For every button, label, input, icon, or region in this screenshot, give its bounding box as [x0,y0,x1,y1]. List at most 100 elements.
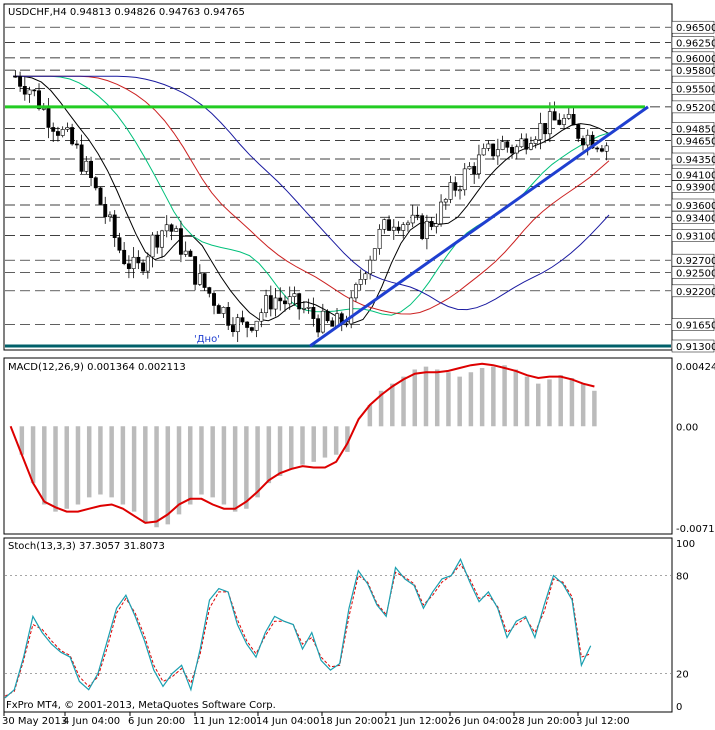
candle-body [311,306,316,319]
time-label: 28 Jun 20:00 [512,716,576,727]
price-level-label: 0.93900 [676,183,715,194]
price-level-label: 0.91650 [676,321,715,332]
candle-body [595,147,600,150]
time-label: 11 Jun 12:00 [193,716,257,727]
candle-body [571,114,576,126]
candle-body [122,249,127,265]
macd-tick-label: 0.00 [676,422,698,433]
candle-body [13,75,18,78]
candle-body [55,131,60,136]
price-tag [671,152,715,166]
candle-body [188,250,193,257]
macd-tick-label: 0.004244 [676,362,715,373]
price-tag [671,82,715,95]
candle-body [439,201,444,225]
candle-body [155,234,160,248]
candle-body [458,189,462,192]
candle-body [164,224,169,232]
candle-body [136,256,141,264]
stoch-tick-label: 0 [676,702,682,713]
stoch-signal-line [4,563,591,697]
candle-body [486,143,491,149]
price-level-label: 0.95200 [676,103,715,114]
candle-body [235,317,240,333]
candle-body [495,149,500,157]
candle-body [391,226,396,231]
candle-body [51,127,56,132]
candle-body [533,139,538,144]
candle-body [150,234,155,258]
candle-body [462,168,467,191]
candle-body [562,118,567,125]
candle-body [160,230,164,248]
candle-body [273,297,278,310]
candle-body [505,141,510,148]
candle-body [126,263,131,269]
candle-body [103,204,108,218]
candle-body [581,138,585,146]
price-tag [671,36,715,49]
candle-body [429,221,434,227]
price-level-label: 0.93100 [676,232,715,243]
candle-body [230,325,235,333]
ma-black-line [13,75,610,324]
candle-body [453,182,458,191]
candle-body [519,138,524,148]
macd-panel-frame [3,357,673,535]
candle-body [212,293,216,306]
price-level-label: 0.96500 [676,23,715,34]
candle-body [178,228,183,255]
candle-body [510,147,514,154]
trend-line [309,105,649,348]
candle-body [18,76,23,87]
stoch-label: Stoch(13,3,3) 37.3057 31.8073 [8,541,165,552]
candle-body [424,221,429,239]
candle-body [448,182,453,200]
candle-body [467,166,472,170]
stoch-tick-label: 80 [676,572,689,583]
candle-body [472,166,477,175]
candle-body [514,146,519,154]
candle-body [60,129,65,136]
candle-body [368,259,373,275]
candle-body [410,214,415,224]
candle-body [297,293,302,310]
candle-body [528,143,533,150]
candle-body [420,215,425,239]
price-tag [671,100,715,114]
macd-signal-line [9,362,595,524]
price-level-label: 0.95500 [676,85,715,96]
ma-red-line [13,75,610,315]
candle-body [382,219,387,230]
price-level-label: 0.93400 [676,213,715,224]
candle-body [325,310,330,322]
candle-body [301,307,306,310]
price-tag [671,51,715,65]
candle-body [344,323,349,326]
candle-body [141,262,146,272]
candle-body [538,123,543,140]
price-tag [671,198,715,212]
candle-body [434,223,439,227]
time-label: 3 Jul 12:00 [576,716,630,727]
price-level-label: 0.91300 [676,342,715,353]
candle-body [401,224,406,231]
candle-body [74,143,79,146]
candle-body [316,318,321,333]
candle-body [476,154,481,175]
macd-label: MACD(12,26,9) 0.001364 0.002113 [8,362,186,373]
price-tag [671,122,715,135]
candle-body [89,160,94,178]
support-resistance-lines [5,105,671,348]
price-tag [671,168,715,181]
time-label: 21 Jun 12:00 [384,716,448,727]
candle-body [32,89,37,92]
price-level-label: 0.96000 [676,54,715,65]
candle-body [221,307,226,314]
price-level-label: 0.96250 [676,39,715,50]
candle-body [84,160,89,172]
candle-body [22,86,27,95]
candle-body [37,90,41,110]
